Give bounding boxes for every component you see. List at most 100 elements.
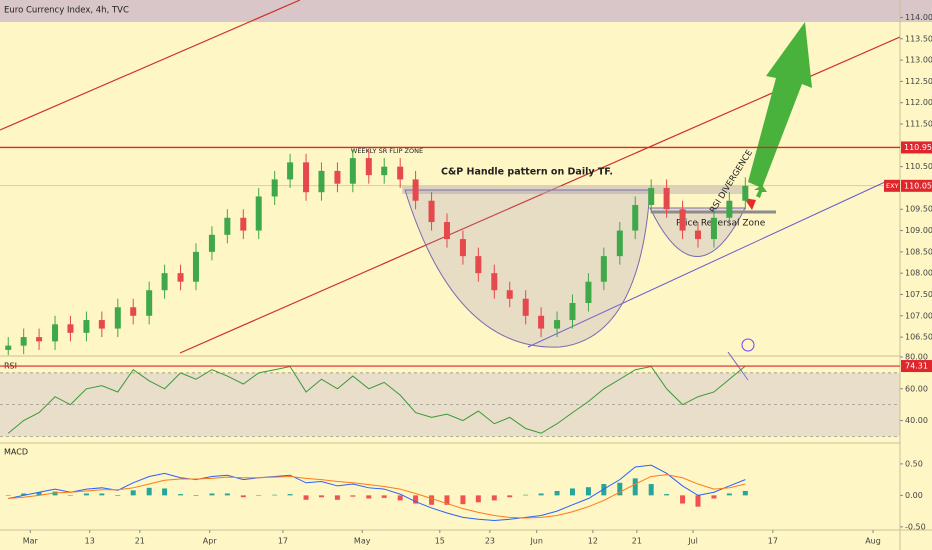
x-tick-label: 13 xyxy=(85,537,95,546)
x-tick-label: 21 xyxy=(135,537,145,546)
price-tag-label: 74.31 xyxy=(905,362,928,371)
y-tick-label: 80.00 xyxy=(905,353,928,362)
histogram-bar xyxy=(287,494,293,496)
histogram-bar xyxy=(209,493,215,496)
histogram-bar xyxy=(256,495,262,496)
alert-icon xyxy=(741,338,755,352)
y-tick-label: 0.00 xyxy=(905,491,923,500)
candles xyxy=(5,149,749,355)
histogram-bar xyxy=(99,493,105,496)
x-tick-label: 23 xyxy=(485,537,495,546)
histogram-bar xyxy=(648,484,654,496)
candle-body xyxy=(475,256,482,274)
y-tick-label: -0.50 xyxy=(905,522,926,531)
candle-body xyxy=(52,324,59,342)
histogram-bar xyxy=(664,494,670,496)
histogram-bar xyxy=(617,482,623,496)
histogram-bar xyxy=(475,495,481,503)
histogram-bar xyxy=(680,495,686,504)
histogram-bar xyxy=(334,495,340,500)
price-tag xyxy=(901,360,932,373)
channel-line xyxy=(0,0,301,131)
price-tag xyxy=(901,179,932,192)
candle-body xyxy=(632,204,639,231)
histogram-bar xyxy=(318,495,324,498)
candle-body xyxy=(397,166,404,180)
annotation: C&P Handle pattern on Daily TF. xyxy=(441,167,613,178)
candle-body xyxy=(303,162,310,193)
price-tag-label: 110.05 xyxy=(904,181,932,190)
x-tick-label: Aug xyxy=(865,537,881,546)
candle-body xyxy=(20,337,27,346)
candle-body xyxy=(271,179,278,197)
candle-body xyxy=(287,162,294,180)
candle-body xyxy=(428,200,435,223)
candle-body xyxy=(240,217,247,231)
histogram-bar xyxy=(36,492,42,496)
x-tick-label: 17 xyxy=(278,537,288,546)
candle-body xyxy=(36,337,43,342)
candle-body xyxy=(459,239,466,257)
y-tick-label: 113.50 xyxy=(905,34,932,43)
candle-body xyxy=(679,209,686,231)
histogram-bar xyxy=(52,491,58,496)
histogram-bar xyxy=(130,490,136,496)
y-tick-label: 110.50 xyxy=(905,162,932,171)
candle-body xyxy=(98,320,105,329)
candle-body xyxy=(318,170,325,193)
price-tag-label: 110.95 xyxy=(904,143,932,152)
x-tick-label: 12 xyxy=(588,537,598,546)
trend-line xyxy=(527,181,886,348)
candle-body xyxy=(600,256,607,282)
histogram-bar xyxy=(554,490,560,496)
candle-body xyxy=(443,222,450,240)
histogram-bar xyxy=(146,487,152,496)
histogram-bar xyxy=(115,495,121,496)
histogram-bar xyxy=(742,490,748,496)
x-tick-label: May xyxy=(354,537,371,546)
y-tick-label: 107.50 xyxy=(905,290,932,299)
histogram-bar xyxy=(397,495,403,501)
y-tick-label: 106.50 xyxy=(905,333,932,342)
candle-body xyxy=(663,187,670,210)
histogram-bar xyxy=(523,494,529,496)
histogram-bar xyxy=(83,493,89,496)
histogram-bar xyxy=(726,493,732,496)
target-arrow xyxy=(748,22,812,188)
candle-body xyxy=(146,290,153,316)
supply-zone xyxy=(0,0,932,22)
y-tick-label: 114.00 xyxy=(905,13,932,22)
candle-body xyxy=(114,307,121,329)
histogram-bar xyxy=(303,495,309,500)
histogram-bar xyxy=(695,495,701,507)
histogram-bar xyxy=(429,495,435,505)
histogram-bar xyxy=(272,494,278,496)
histogram-bar xyxy=(366,495,372,499)
candle-body xyxy=(522,298,529,316)
y-tick-label: 107.00 xyxy=(905,311,932,320)
x-tick-label: 17 xyxy=(768,537,778,546)
x-tick-label: Mar xyxy=(23,537,39,546)
symbol-tag-label: EXY xyxy=(886,182,899,190)
header: Euro Currency Index, 4h, TVC xyxy=(4,6,129,16)
y-tick-label: 112.50 xyxy=(905,77,932,86)
candle-body xyxy=(349,158,356,184)
annotation: WEEKLY SR FLIP ZONE xyxy=(351,147,423,155)
candle-body xyxy=(224,217,231,235)
candle-body xyxy=(585,281,592,304)
rsi-line xyxy=(7,365,746,434)
y-tick-label: 113.00 xyxy=(905,56,932,65)
candle-body xyxy=(506,290,513,299)
macd-line xyxy=(8,474,746,519)
histogram-bar xyxy=(538,493,544,496)
candle-body xyxy=(648,187,655,205)
x-tick-label: Jul xyxy=(687,537,698,546)
y-tick-label: 111.50 xyxy=(905,120,932,129)
candle-body xyxy=(334,170,341,184)
candle-body xyxy=(365,158,372,176)
histogram-bar xyxy=(569,488,575,496)
y-tick-label: 109.50 xyxy=(905,205,932,214)
y-tick-label: 109.00 xyxy=(905,226,932,235)
candle-body xyxy=(130,307,137,316)
